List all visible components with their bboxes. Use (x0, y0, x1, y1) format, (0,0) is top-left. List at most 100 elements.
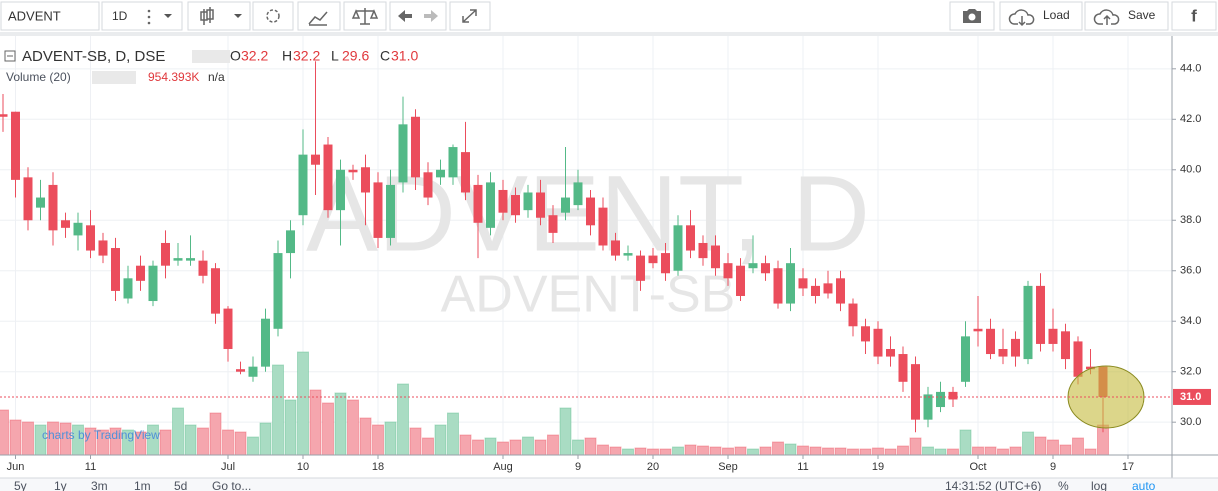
volume-bar (822, 447, 834, 456)
candle-body (873, 328, 883, 357)
symbol-box[interactable] (0, 1, 100, 31)
volume-bar (0, 409, 9, 456)
candle-body (98, 240, 108, 256)
range-button[interactable]: 1m (134, 479, 151, 491)
volume-controls[interactable] (92, 71, 136, 84)
dropdown-arrow[interactable] (164, 14, 172, 18)
volume-bar (459, 434, 472, 456)
candle-body (261, 318, 270, 367)
camera-lens (968, 13, 976, 21)
volume-bar (347, 399, 359, 456)
volume-bar (784, 443, 797, 456)
volume-bar (947, 448, 959, 456)
volume-bar (159, 429, 172, 456)
indicators-button[interactable] (297, 1, 341, 31)
volume-bar (809, 446, 822, 456)
volume-bar (572, 439, 584, 456)
candle-body (848, 303, 858, 327)
candle-body (86, 225, 95, 251)
candle-body (298, 154, 308, 216)
candle-body (773, 268, 783, 304)
candle-body (761, 263, 770, 274)
volume-bar (434, 424, 447, 456)
candle-body (1023, 285, 1033, 360)
candle-body (348, 169, 358, 173)
candle-body (361, 167, 370, 193)
candle-body (611, 240, 620, 256)
x-tick-label: Jul (221, 461, 235, 473)
candle-body (523, 192, 533, 211)
volume-bar (222, 429, 234, 456)
volume-bar (759, 446, 772, 456)
candle-body (186, 258, 195, 261)
candle-body (411, 116, 420, 178)
candle-body (48, 184, 58, 231)
candle-body (698, 242, 708, 259)
series-controls[interactable] (192, 50, 230, 63)
y-tick-label: 42.0 (1180, 113, 1201, 125)
undo-icon[interactable] (398, 10, 412, 22)
volume-bar (384, 421, 397, 456)
candle-body (448, 147, 458, 178)
candle-body (386, 184, 395, 238)
ohlc-letter: O (230, 48, 241, 64)
candle-body (748, 263, 758, 269)
range-button[interactable]: 1y (54, 479, 67, 491)
range-button[interactable]: 5d (174, 479, 187, 491)
volume-bar (697, 445, 709, 456)
y-tick-label: 32.0 (1180, 366, 1201, 378)
dot (147, 9, 151, 13)
branding: charts by TradingView (42, 428, 160, 442)
share-button[interactable] (1171, 1, 1217, 31)
candle-body (1061, 331, 1070, 360)
dropdown-arrow[interactable] (234, 14, 242, 18)
volume-bar (397, 383, 409, 456)
watermark-sub: ADVENT-SB (441, 266, 736, 324)
candle-body (248, 366, 258, 377)
candle-body (886, 348, 895, 357)
volume-bar (1009, 446, 1022, 456)
candle-body (498, 189, 508, 213)
scales-icon (351, 8, 379, 25)
x-tick-label: 9 (575, 461, 581, 473)
volume-bar (547, 434, 559, 456)
volume-bar (922, 446, 934, 456)
candle-body (236, 369, 245, 372)
load-icon (1008, 9, 1035, 27)
percent-toggle[interactable]: % (1058, 479, 1069, 491)
candle-body (686, 225, 695, 251)
settings-button[interactable] (252, 1, 294, 31)
volume-bar (934, 448, 947, 456)
volume-bar (359, 417, 372, 456)
volume-bar (447, 412, 459, 456)
candle-body (336, 169, 345, 211)
range-button[interactable]: 3m (91, 479, 108, 491)
goto-button[interactable]: Go to... (212, 479, 251, 491)
volume-bar (334, 392, 347, 456)
last-price-tag (1173, 388, 1211, 405)
candle-body (23, 177, 33, 221)
x-tick-label: Jun (7, 461, 25, 473)
volume-bar (209, 412, 222, 456)
save-button[interactable] (1084, 1, 1169, 31)
candle-body (173, 258, 183, 261)
candle-body (586, 197, 595, 226)
log-toggle[interactable]: log (1091, 479, 1107, 491)
candle-body (561, 197, 570, 213)
redo-icon[interactable] (424, 10, 438, 22)
range-button[interactable]: 5y (14, 479, 27, 491)
ohlc-value: 29.6 (342, 48, 369, 64)
volume-bar (709, 446, 722, 456)
load-button[interactable] (999, 1, 1083, 31)
x-tick-label: Aug (493, 461, 513, 473)
volume-bar (272, 364, 284, 456)
series-title: ADVENT-SB, D, DSE (22, 48, 165, 65)
x-tick-label: 20 (647, 461, 659, 473)
candle-body (961, 336, 970, 382)
chart-type-box[interactable] (187, 1, 251, 31)
x-tick-label: Oct (969, 461, 986, 473)
auto-toggle[interactable]: auto (1132, 479, 1156, 491)
x-tick-label: Sep (718, 461, 738, 473)
ohlc-letter: H (282, 48, 292, 64)
